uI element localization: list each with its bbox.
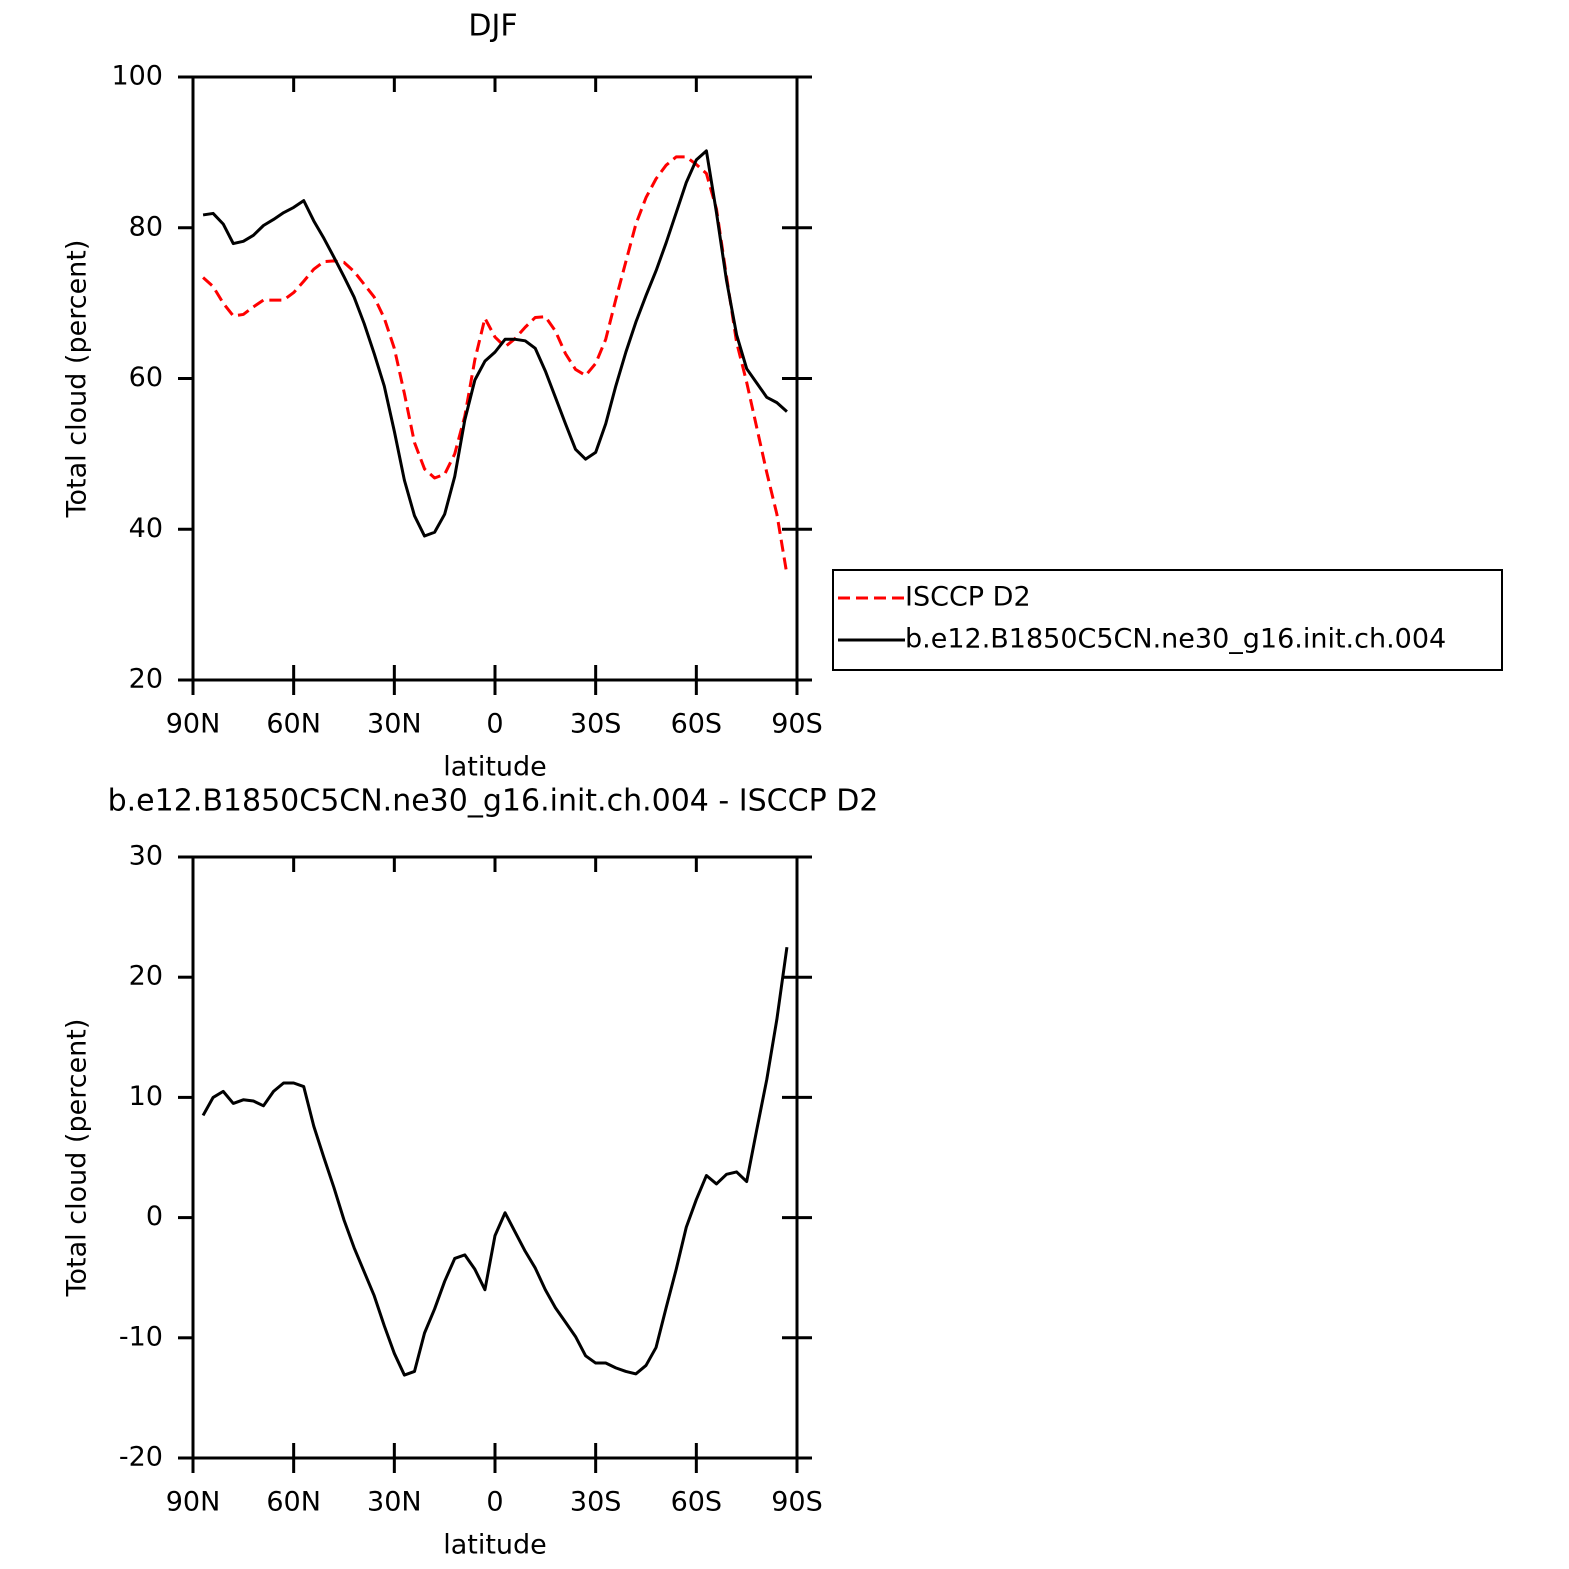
plot-frame [191,855,799,1460]
y-tick-label: 20 [129,961,163,992]
y-tick-label: 100 [111,61,163,92]
y-tick-label: 60 [129,362,163,393]
x-tick-label: 30S [570,1487,622,1518]
x-tick-label: 0 [486,1487,503,1518]
x-tick-label: 60N [266,1487,321,1518]
x-tick-label: 0 [486,709,503,740]
y-tick-label: 40 [129,513,163,544]
y-tick-label: 0 [146,1201,163,1232]
x-tick-label: 30S [570,709,622,740]
x-tick-label: 90N [166,1487,221,1518]
y-tick-label: -10 [119,1321,163,1352]
y-tick-label: 20 [129,664,163,695]
x-tick-label: 90N [166,709,221,740]
legend-label: ISCCP D2 [905,582,1031,613]
chart-title: DJF [468,9,517,44]
x-tick-label: 90S [771,1487,823,1518]
data-line [201,946,789,1377]
chart-title: b.e12.B1850C5CN.ne30_g16.init.ch.004 - I… [108,784,879,819]
y-tick-label: 10 [129,1081,163,1112]
data-line [202,149,788,538]
plot-frame [191,75,799,682]
x-tick-label: 60S [671,709,723,740]
legend-label: b.e12.B1850C5CN.ne30_g16.init.ch.004 [905,624,1446,655]
y-tick-label: -20 [119,1442,163,1473]
x-tick-label: 90S [771,709,823,740]
x-tick-label: 30N [367,1487,422,1518]
x-axis-label: latitude [443,1530,547,1561]
y-axis-label: Total cloud (percent) [62,1019,93,1298]
y-axis-label: Total cloud (percent) [62,240,93,519]
data-line [202,155,789,575]
x-axis-label: latitude [443,752,547,783]
y-tick-label: 30 [129,841,163,872]
y-tick-label: 80 [129,211,163,242]
x-tick-label: 60S [671,1487,723,1518]
x-tick-label: 30N [367,709,422,740]
x-tick-label: 60N [266,709,321,740]
legend-box [832,569,1503,671]
